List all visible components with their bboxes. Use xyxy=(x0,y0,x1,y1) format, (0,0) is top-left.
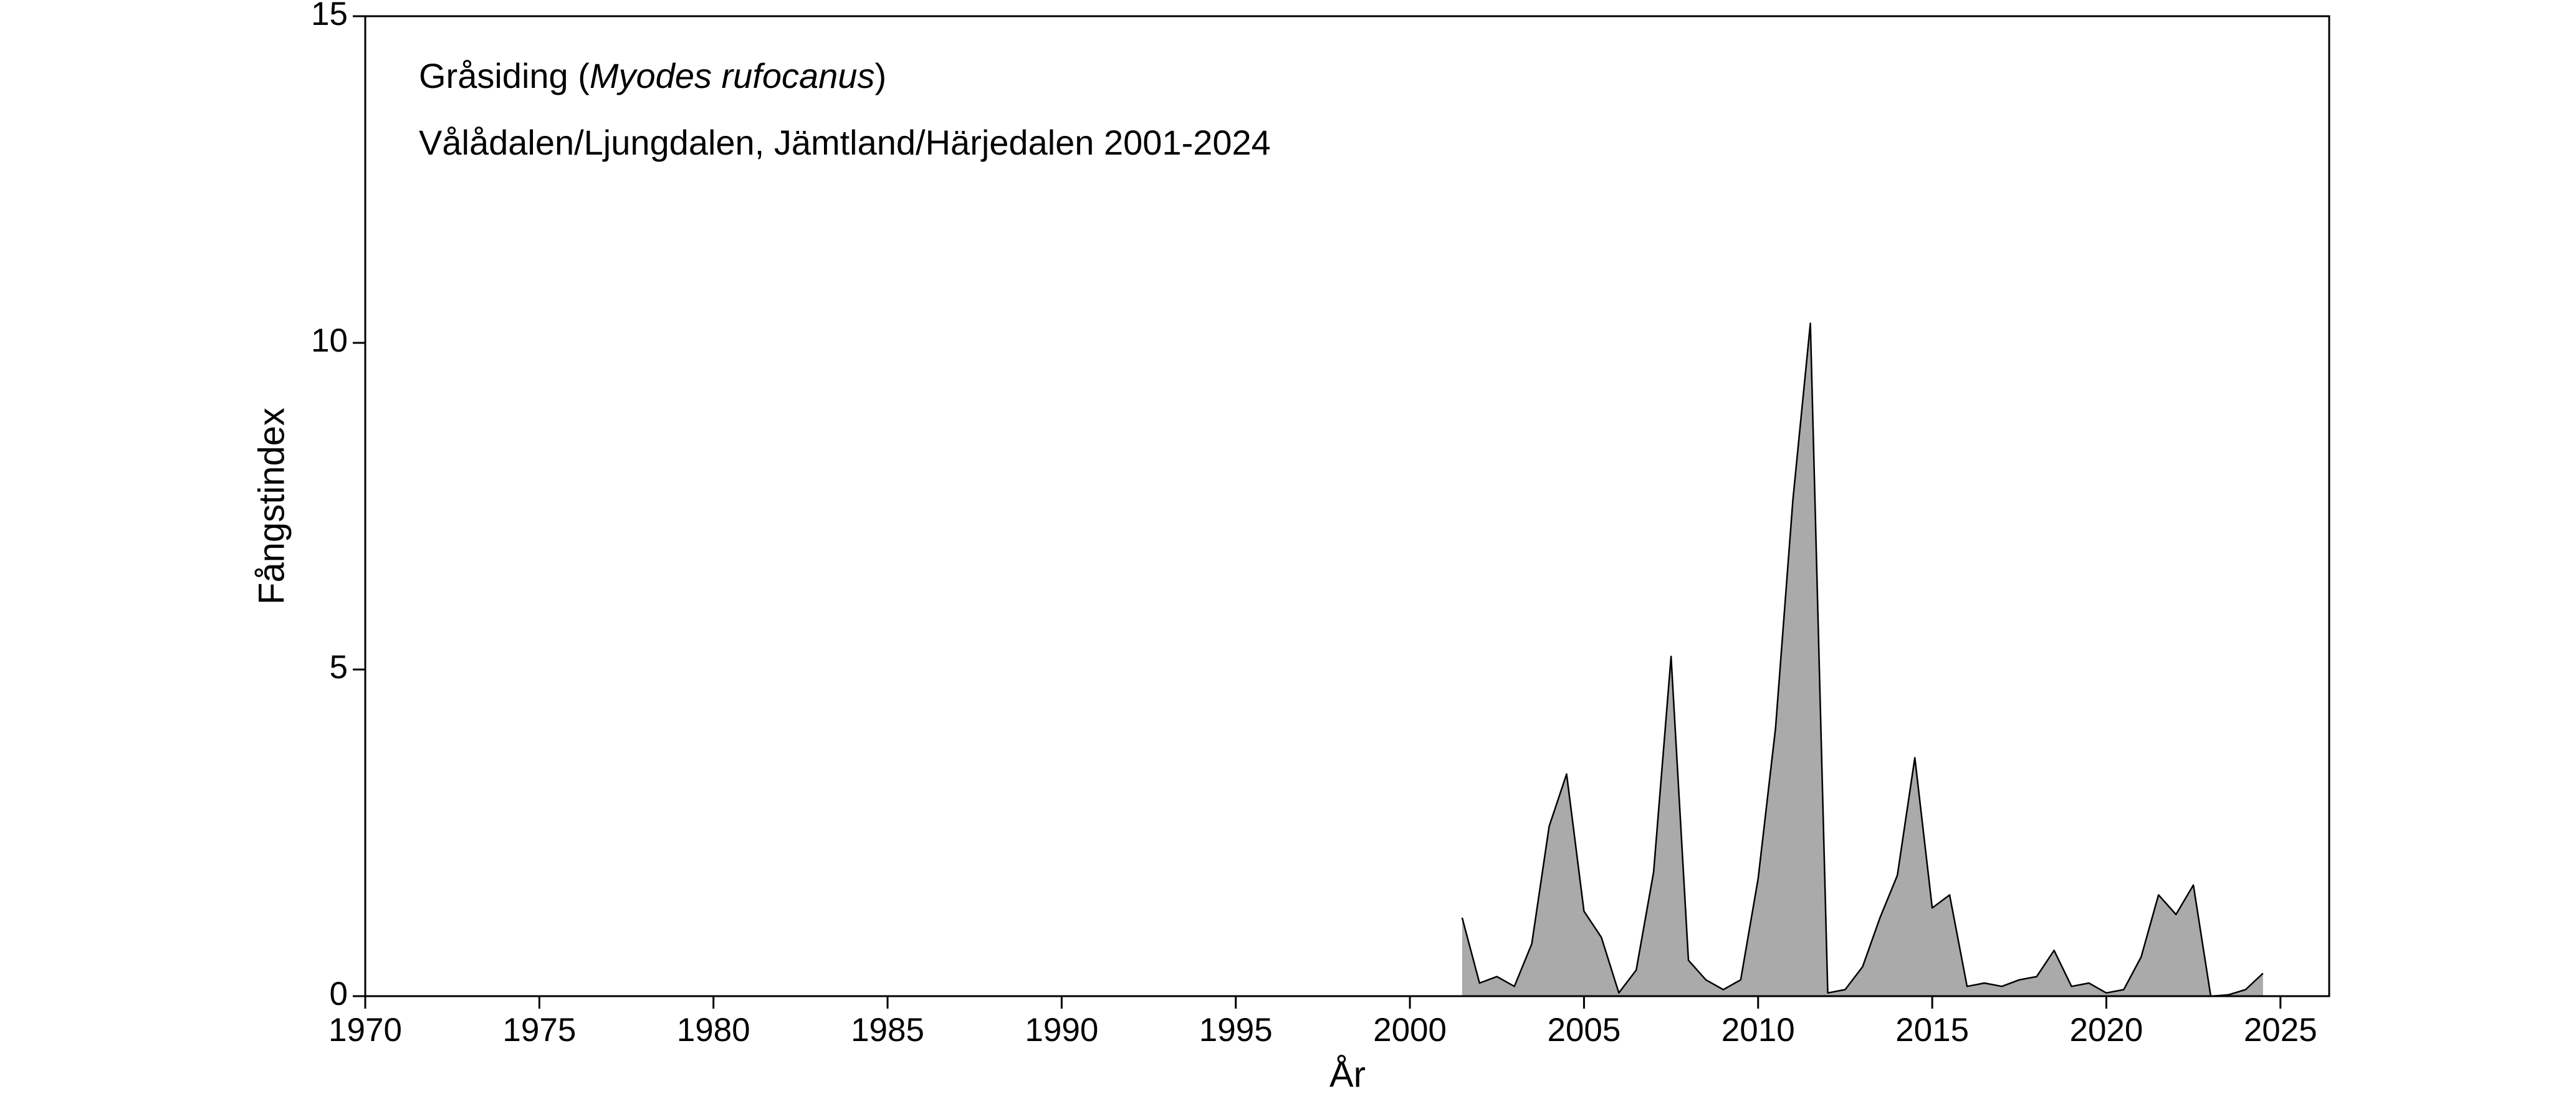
y-tick-label: 10 xyxy=(311,322,348,359)
chart-subtitle: Vålådalen/Ljungdalen, Jämtland/Härjedale… xyxy=(419,123,1271,162)
y-axis-label: Fångstindex xyxy=(251,408,292,605)
x-tick-label: 1970 xyxy=(328,1012,402,1049)
plot-frame xyxy=(364,15,2330,997)
title-part: Gråsiding ( xyxy=(419,56,590,95)
x-axis-label: År xyxy=(1329,1054,1366,1095)
x-tick-label: 2005 xyxy=(1547,1012,1621,1049)
title-species: Myodes rufocanus xyxy=(590,56,875,95)
x-tick-label: 2015 xyxy=(1895,1012,1969,1049)
x-tick-label: 2010 xyxy=(1721,1012,1795,1049)
title-part: ) xyxy=(874,56,886,95)
x-tick-label: 2020 xyxy=(2069,1012,2143,1049)
x-tick-label: 1990 xyxy=(1025,1012,1098,1049)
y-tick-label: 15 xyxy=(311,0,348,32)
area-fill xyxy=(1462,323,2263,996)
x-tick-label: 2025 xyxy=(2244,1012,2317,1049)
x-tick-label: 2000 xyxy=(1373,1012,1447,1049)
chart-title: Gråsiding (Myodes rufocanus) xyxy=(419,56,886,95)
x-tick-label: 1985 xyxy=(851,1012,924,1049)
y-tick-label: 0 xyxy=(330,976,348,1012)
y-tick-label: 5 xyxy=(330,649,348,686)
area-line xyxy=(1461,322,2264,997)
x-tick-label: 1980 xyxy=(677,1012,750,1049)
x-tick-label: 1975 xyxy=(502,1012,576,1049)
x-tick-label: 1995 xyxy=(1199,1012,1273,1049)
